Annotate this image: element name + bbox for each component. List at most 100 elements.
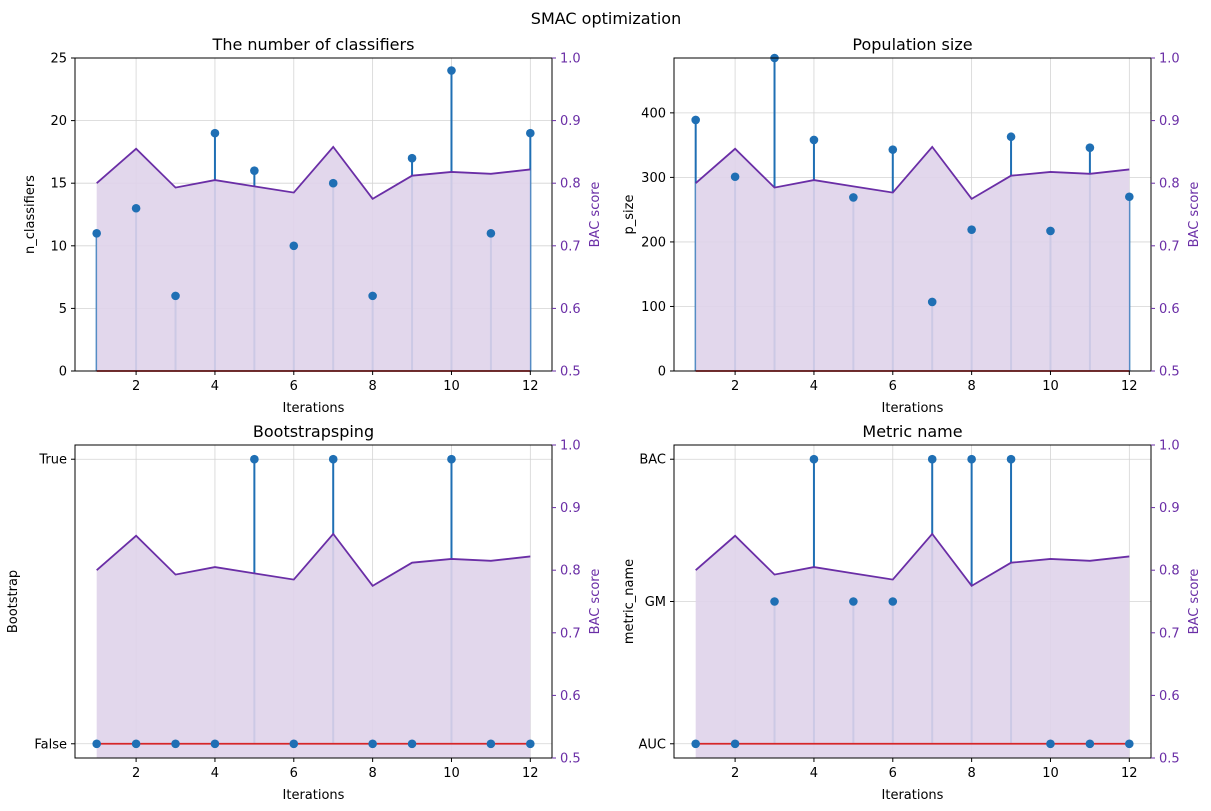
stem-marker <box>486 739 496 749</box>
stem-marker <box>1046 226 1055 236</box>
bac-score-area <box>695 533 1130 758</box>
stem-marker <box>210 739 220 749</box>
y-tick-label: 20 <box>50 114 67 129</box>
stem-marker <box>131 203 141 213</box>
y2-tick-label: 0.7 <box>1159 239 1180 254</box>
subplot-title: The number of classifiers <box>212 35 415 54</box>
y-tick-label: 10 <box>50 239 67 254</box>
stem-marker <box>967 225 976 234</box>
y-tick-label: 0 <box>658 365 666 380</box>
stem-marker <box>289 739 299 749</box>
y2-tick-label: 0.9 <box>1159 501 1180 516</box>
stem-marker <box>526 739 535 749</box>
stem-marker <box>368 739 377 749</box>
stem-marker <box>927 297 937 307</box>
subplot-metric-name: Metric name Iterations metric_name BAC s… <box>622 422 1202 803</box>
stem-marker <box>526 128 535 138</box>
stem-marker <box>486 228 496 238</box>
bac-score-line <box>695 145 1130 201</box>
y-tick-label: 200 <box>641 235 666 250</box>
x-tick-label: 2 <box>132 379 140 394</box>
x-tick-label: 12 <box>1121 379 1138 394</box>
stem-marker <box>210 128 220 138</box>
subplot-population-size: Population size Iterations p_size BAC sc… <box>622 35 1202 416</box>
bac-score-area <box>96 146 531 371</box>
stem-marker <box>1085 739 1095 749</box>
x-tick-label: 8 <box>967 766 975 781</box>
stem-marker <box>691 739 700 749</box>
stem-marker <box>1085 143 1095 153</box>
y2-tick-label: 0.6 <box>560 689 581 704</box>
y2-axis-label: BAC score <box>1187 182 1202 248</box>
x-tick-label: 4 <box>810 379 818 394</box>
x-tick-label: 8 <box>368 766 376 781</box>
subplot-n-classifiers: The number of classifiers Iterations n_c… <box>23 35 603 416</box>
stem-marker <box>849 193 858 202</box>
axes-frame <box>74 444 553 759</box>
stem-marker <box>967 454 976 464</box>
stem-marker <box>809 135 819 145</box>
y2-tick-label: 1.0 <box>1159 52 1180 67</box>
bac-score-area <box>96 533 531 758</box>
stem-marker <box>92 739 101 749</box>
stem-marker <box>770 597 779 606</box>
x-tick-label: 12 <box>1121 766 1138 781</box>
y2-tick-label: 0.8 <box>560 564 581 579</box>
stem-marker <box>289 241 299 251</box>
y-axis-label: metric_name <box>622 559 637 644</box>
stem-marker <box>407 739 417 749</box>
bac-score-line <box>96 145 531 201</box>
stem-marker <box>691 115 700 125</box>
y-tick-label: AUC <box>639 737 667 752</box>
y-axis-label: p_size <box>622 195 637 235</box>
subplot-bootstrap: Bootstrapsping Iterations Bootstrap BAC … <box>6 422 603 803</box>
y2-tick-label: 0.9 <box>560 114 581 129</box>
y2-axis-label: BAC score <box>1187 569 1202 635</box>
stem-marker <box>447 66 456 75</box>
y2-tick-label: 0.7 <box>1159 626 1180 641</box>
y-tick-label: GM <box>645 595 666 610</box>
x-tick-label: 2 <box>731 766 739 781</box>
y2-tick-label: 0.5 <box>1159 365 1180 380</box>
stem-marker <box>328 454 338 464</box>
x-tick-label: 2 <box>132 766 140 781</box>
x-axis-label: Iterations <box>283 401 345 416</box>
y-tick-label: BAC <box>639 453 666 468</box>
stem-marker <box>368 291 377 301</box>
x-tick-label: 10 <box>443 379 460 394</box>
x-tick-label: 12 <box>522 379 539 394</box>
bac-score-line <box>96 532 531 588</box>
x-axis-label: Iterations <box>882 401 944 416</box>
subplot-title: Population size <box>852 35 972 54</box>
stem-marker <box>809 454 819 464</box>
stem-marker <box>250 166 259 175</box>
y-tick-label: False <box>34 737 67 752</box>
bac-score-area <box>695 146 1130 371</box>
stem-marker <box>171 739 180 749</box>
stem-marker <box>447 454 456 464</box>
y2-tick-label: 0.6 <box>560 302 581 317</box>
x-tick-label: 4 <box>211 766 219 781</box>
y2-tick-label: 1.0 <box>560 52 581 67</box>
x-tick-label: 4 <box>810 766 818 781</box>
y2-tick-label: 0.8 <box>1159 564 1180 579</box>
y-tick-label: True <box>38 453 67 468</box>
x-tick-label: 6 <box>889 379 897 394</box>
y-tick-label: 5 <box>59 302 67 317</box>
y2-tick-label: 0.6 <box>1159 302 1180 317</box>
x-tick-label: 4 <box>211 379 219 394</box>
x-tick-label: 8 <box>368 379 376 394</box>
stem-marker <box>888 145 898 154</box>
x-tick-label: 6 <box>290 379 298 394</box>
axes-frame <box>74 57 553 372</box>
axes-frame <box>673 57 1152 372</box>
y2-tick-label: 0.8 <box>1159 177 1180 192</box>
y2-axis-label: BAC score <box>588 182 603 248</box>
y2-tick-label: 0.5 <box>560 752 581 767</box>
x-tick-label: 12 <box>522 766 539 781</box>
stem-marker <box>407 153 417 163</box>
y2-tick-label: 0.5 <box>1159 752 1180 767</box>
y-tick-label: 25 <box>50 52 67 67</box>
y-axis-label: n_classifiers <box>23 175 38 254</box>
